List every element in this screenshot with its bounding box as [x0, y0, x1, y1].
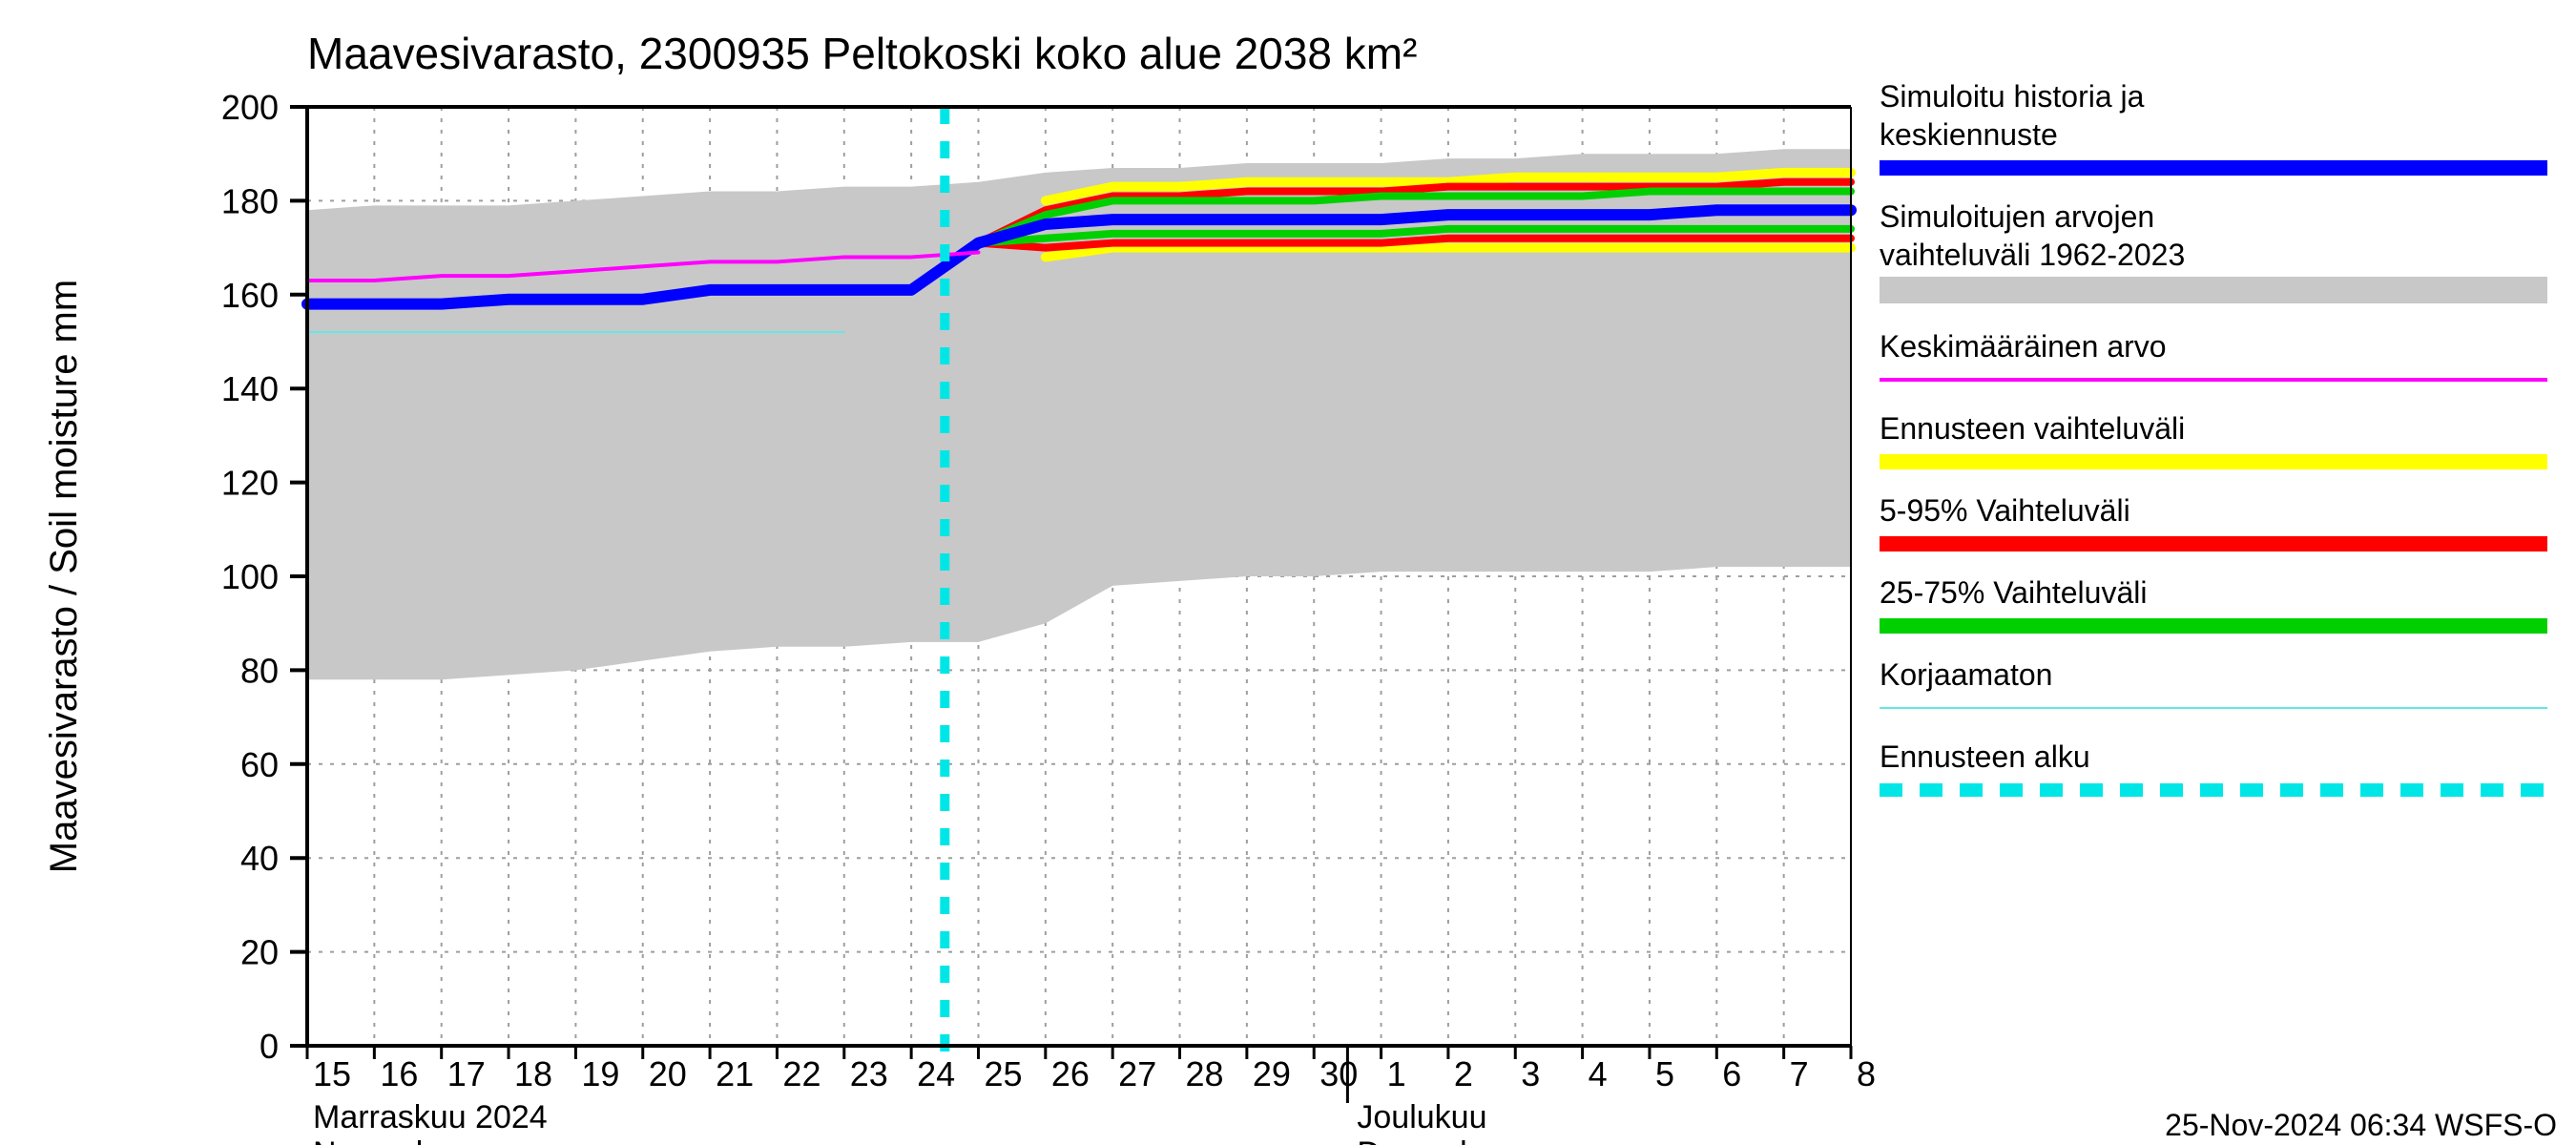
svg-text:18: 18 — [514, 1054, 552, 1093]
svg-text:23: 23 — [850, 1054, 888, 1093]
svg-text:22: 22 — [782, 1054, 821, 1093]
svg-text:20: 20 — [649, 1054, 687, 1093]
svg-text:200: 200 — [221, 88, 279, 127]
svg-text:24: 24 — [917, 1054, 955, 1093]
svg-text:160: 160 — [221, 276, 279, 315]
svg-text:Korjaamaton: Korjaamaton — [1880, 657, 2052, 692]
svg-text:120: 120 — [221, 464, 279, 503]
y-axis-label: Maavesivarasto / Soil moisture mm — [43, 280, 85, 873]
x-ticks: 1516171819202122232425262728293012345678 — [307, 1046, 1876, 1103]
svg-text:4: 4 — [1589, 1054, 1608, 1093]
svg-text:29: 29 — [1253, 1054, 1291, 1093]
svg-text:5: 5 — [1655, 1054, 1674, 1093]
y-ticks: 0 20 40 60 80 100 120 140 160 180 200 — [221, 88, 307, 1066]
svg-text:80: 80 — [240, 651, 279, 690]
svg-text:21: 21 — [716, 1054, 754, 1093]
svg-text:180: 180 — [221, 181, 279, 220]
svg-text:27: 27 — [1118, 1054, 1156, 1093]
svg-text:17: 17 — [447, 1054, 486, 1093]
svg-text:keskiennuste: keskiennuste — [1880, 117, 2058, 152]
svg-text:Ennusteen alku: Ennusteen alku — [1880, 739, 2090, 774]
month2-fi: Joulukuu — [1357, 1099, 1486, 1135]
svg-text:0: 0 — [260, 1027, 279, 1066]
month1-fi: Marraskuu 2024 — [313, 1099, 548, 1135]
svg-text:Simuloitujen arvojen: Simuloitujen arvojen — [1880, 199, 2154, 234]
svg-text:40: 40 — [240, 839, 279, 878]
chart-title: Maavesivarasto, 2300935 Peltokoski koko … — [307, 29, 1417, 78]
month1-en: November — [313, 1135, 463, 1145]
svg-text:Keskimääräinen arvo: Keskimääräinen arvo — [1880, 329, 2167, 364]
svg-text:25: 25 — [984, 1054, 1022, 1093]
svg-text:5-95% Vaihteluväli: 5-95% Vaihteluväli — [1880, 493, 2130, 528]
svg-text:1: 1 — [1387, 1054, 1406, 1093]
svg-text:Ennusteen vaihteluväli: Ennusteen vaihteluväli — [1880, 411, 2185, 446]
svg-text:6: 6 — [1722, 1054, 1741, 1093]
svg-text:28: 28 — [1186, 1054, 1224, 1093]
svg-text:vaihteluväli 1962-2023: vaihteluväli 1962-2023 — [1880, 238, 2185, 272]
svg-text:19: 19 — [581, 1054, 619, 1093]
svg-text:30: 30 — [1319, 1054, 1358, 1093]
svg-text:25-75% Vaihteluväli: 25-75% Vaihteluväli — [1880, 575, 2147, 610]
footer-timestamp: 25-Nov-2024 06:34 WSFS-O — [2165, 1108, 2557, 1142]
soil-moisture-chart: 020406080100120140160180200 151617181920… — [0, 0, 2576, 1145]
svg-text:7: 7 — [1790, 1054, 1809, 1093]
svg-text:15: 15 — [313, 1054, 351, 1093]
legend: Simuloitu historia jakeskiennuste Simuloi… — [1880, 79, 2547, 790]
svg-text:16: 16 — [380, 1054, 418, 1093]
svg-text:3: 3 — [1521, 1054, 1540, 1093]
svg-text:100: 100 — [221, 557, 279, 596]
svg-text:2: 2 — [1454, 1054, 1473, 1093]
svg-text:8: 8 — [1857, 1054, 1876, 1093]
svg-text:Simuloitu historia ja: Simuloitu historia ja — [1880, 79, 2145, 114]
svg-text:140: 140 — [221, 369, 279, 408]
svg-text:60: 60 — [240, 745, 279, 784]
svg-text:26: 26 — [1051, 1054, 1090, 1093]
month2-en: December — [1357, 1135, 1506, 1145]
svg-text:20: 20 — [240, 933, 279, 972]
